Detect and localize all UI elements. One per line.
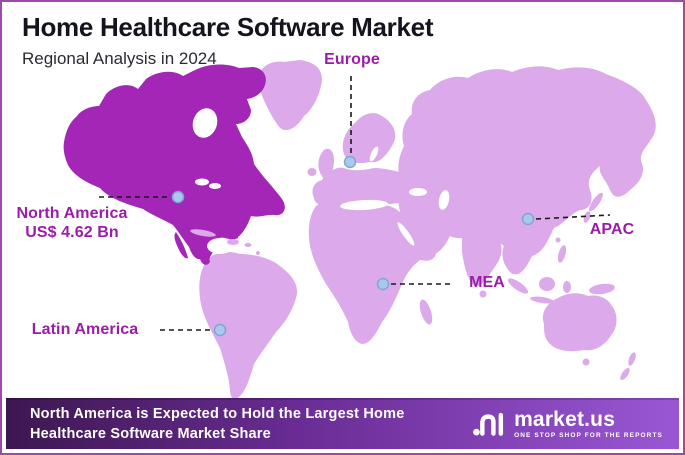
bottom-banner: North America is Expected to Hold the La… <box>6 398 679 449</box>
island-hispaniola <box>227 239 239 245</box>
island-java <box>530 296 554 304</box>
markers <box>171 155 535 337</box>
continent-north-america <box>63 64 285 265</box>
island-new-guinea <box>589 283 615 295</box>
banner-text-line1: North America is Expected to Hold the La… <box>30 406 405 422</box>
continent-north-america-group <box>63 64 285 265</box>
marker-dot-mea <box>376 277 390 291</box>
island-sumatra <box>507 278 529 294</box>
island-tasmania <box>582 358 590 366</box>
island-taiwan <box>555 237 561 243</box>
lake-huron-erie <box>209 183 221 189</box>
market-us-logo-icon <box>473 412 504 436</box>
island-antilles-1 <box>256 251 260 255</box>
banner-text-line2: Healthcare Software Market Share <box>30 426 271 442</box>
island-iceland <box>295 78 309 86</box>
island-antilles-2 <box>261 258 265 262</box>
region-scandinavia <box>342 113 396 164</box>
continent-asia <box>397 66 656 275</box>
seas-overlay <box>192 108 450 254</box>
sea-gulf-of-mexico <box>207 238 233 254</box>
sea-caspian <box>438 190 450 210</box>
lake-superior <box>195 178 209 186</box>
sea-red <box>397 222 415 246</box>
continent-greenland <box>258 60 322 131</box>
region-label-north-america: North America US$ 4.62 Bn <box>8 204 136 242</box>
marker-dot-latin-america <box>213 323 227 337</box>
island-new-zealand-north <box>628 352 636 366</box>
region-label-mea: MEA <box>469 274 505 291</box>
island-puerto-rico <box>244 243 252 247</box>
island-madagascar <box>419 299 433 325</box>
island-borneo <box>539 277 555 291</box>
page-subtitle: Regional Analysis in 2024 <box>22 49 217 68</box>
marker-dot-europe <box>343 155 357 169</box>
sea-black <box>409 188 427 196</box>
header: Home Healthcare Software Market Regional… <box>22 12 433 69</box>
sea-mediterranean <box>340 199 388 211</box>
island-philippines <box>557 245 567 263</box>
island-sri-lanka <box>479 290 487 298</box>
region-label-latin-america: Latin America <box>31 321 139 338</box>
leader-line-apac <box>535 214 611 220</box>
continent-south-america <box>199 252 298 399</box>
caribbean-islands <box>190 229 265 262</box>
island-japan-honshu <box>589 192 603 212</box>
island-japan-kyushu <box>583 211 591 223</box>
region-florida <box>228 221 239 239</box>
island-sulawesi <box>563 281 571 293</box>
region-baja-california <box>174 232 188 259</box>
brand-words: market.us ONE STOP SHOP FOR THE REPORTS <box>514 409 663 439</box>
page-title: Home Healthcare Software Market <box>22 12 434 42</box>
island-great-britain <box>318 148 334 180</box>
sea-hudson-bay <box>192 108 218 138</box>
island-ireland <box>307 168 317 176</box>
marker-dot-north-america <box>171 190 185 204</box>
region-label-europe: Europe <box>324 51 380 68</box>
continent-australia <box>542 293 617 352</box>
island-new-zealand-south <box>620 368 630 380</box>
leader-lines <box>99 76 611 331</box>
region-label-north-america-name: North America <box>16 205 128 222</box>
island-cuba <box>190 229 216 237</box>
brand-tagline: ONE STOP SHOP FOR THE REPORTS <box>514 431 663 439</box>
marker-dot-apac <box>521 212 535 226</box>
sea-baltic <box>369 146 379 162</box>
region-value-north-america: US$ 4.62 Bn <box>25 224 119 241</box>
brand-logo: market.us ONE STOP SHOP FOR THE REPORTS <box>472 409 663 439</box>
banner-text: North America is Expected to Hold the La… <box>30 404 404 444</box>
brand-name: market.us <box>514 407 616 431</box>
region-label-apac: APAC <box>589 221 635 238</box>
region-india <box>462 229 502 287</box>
